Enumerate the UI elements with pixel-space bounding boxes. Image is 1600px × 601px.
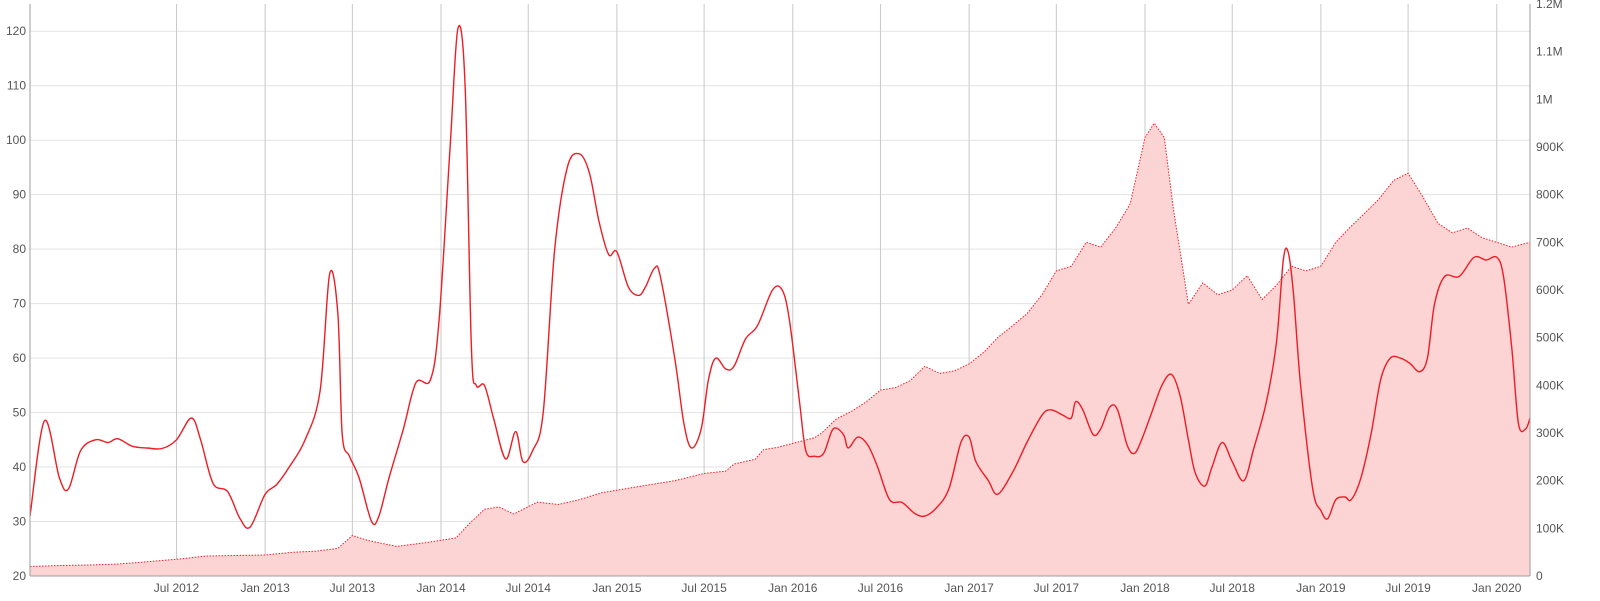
series-line [29,24,1531,529]
x-tick-label: Jul 2015 [681,581,727,595]
y-left-tick-label: 80 [13,242,27,256]
x-tick-label: Jan 2016 [768,581,818,595]
y-left-tick-label: 30 [13,515,27,529]
x-tick-label: Jul 2013 [330,581,376,595]
y-right-tick-label: 0 [1536,569,1543,583]
y-right-tick-label: 600K [1536,283,1564,297]
chart-axes: 20 30 40 50 60 70 80 90 100 110 120 0 100K 200K 300K 40… [6,0,1564,595]
y-left-tick-label: 40 [13,460,27,474]
y-right-tick-label: 200K [1536,474,1564,488]
x-tick-label: Jul 2017 [1034,581,1080,595]
x-tick-label: Jan 2020 [1472,581,1522,595]
y-left-tick-label: 60 [13,351,27,365]
y-right-tick-label: 1.1M [1536,45,1563,59]
y-left-tick-label: 120 [6,24,26,38]
y-right-tick-label: 1M [1536,92,1553,106]
y-left-tick-label: 70 [13,297,27,311]
x-tick-label: Jul 2014 [506,581,552,595]
y-right-tick-label: 900K [1536,140,1564,154]
x-tick-label: Jan 2019 [1296,581,1346,595]
area-edge [29,122,1531,567]
x-tick-label: Jul 2012 [154,581,200,595]
y-left-tick-label: 110 [7,79,26,93]
y-right-tick-label: 300K [1536,426,1564,440]
y-left-tick-label: 90 [13,188,27,202]
y-right-tick-label: 400K [1536,378,1564,392]
x-tick-label: Jan 2018 [1120,581,1170,595]
x-tick-label: Jul 2016 [858,581,904,595]
chart-area-series [29,122,1531,576]
x-tick-label: Jul 2019 [1385,581,1431,595]
x-tick-label: Jan 2015 [592,581,642,595]
y-right-tick-label: 800K [1536,188,1564,202]
y-right-tick-label: 1.2M [1536,0,1563,11]
chart-line-series [29,24,1531,529]
area-fill [30,123,1530,576]
y-right-tick-label: 100K [1536,521,1564,535]
y-left-tick-label: 100 [6,133,26,147]
x-tick-label: Jan 2017 [944,581,994,595]
y-right-tick-label: 500K [1536,331,1564,345]
y-left-tick-label: 50 [13,406,27,420]
y-left-tick-label: 20 [13,569,27,583]
x-tick-label: Jan 2014 [416,581,466,595]
y-right-tick-label: 700K [1536,235,1564,249]
x-tick-label: Jul 2018 [1210,581,1256,595]
x-tick-label: Jan 2013 [240,581,290,595]
